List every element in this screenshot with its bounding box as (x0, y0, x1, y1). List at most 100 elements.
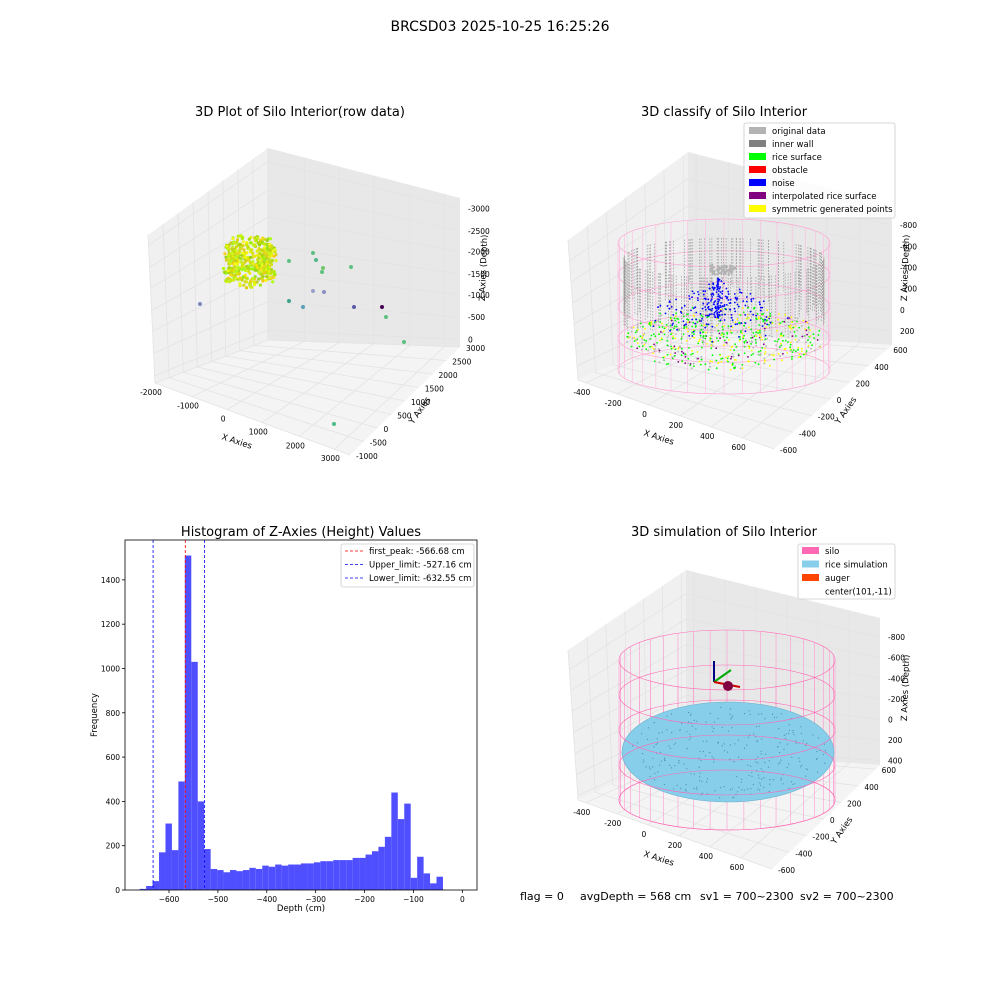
histogram-bar (171, 850, 179, 890)
classify-surface-point (818, 345, 821, 348)
simulation-rice-mesh-point (784, 738, 787, 740)
raw-3d-x-tick: 3000 (321, 454, 340, 463)
simulation-rice-mesh-point (772, 779, 774, 781)
classify-surface-point (692, 329, 695, 332)
classify-noise-point (691, 335, 694, 337)
histogram-bar (184, 555, 192, 890)
raw-3d-cluster-point (227, 266, 231, 270)
classify-noise-point (710, 298, 713, 301)
raw-3d-cluster-point (226, 259, 230, 263)
simulation-rice-mesh-point (661, 731, 663, 733)
simulation-rice-mesh-point (737, 756, 740, 758)
simulation-rice-mesh-point (719, 787, 722, 789)
classify-surface-point (720, 317, 723, 320)
simulation-rice-mesh-point (699, 776, 701, 778)
histogram-bar (365, 854, 372, 890)
histogram-x-tick: −500 (208, 895, 229, 904)
raw-3d-y-tick: 0 (384, 425, 389, 434)
raw-3d-z-gridline (148, 161, 461, 246)
classify-surface-point (667, 362, 670, 365)
status-line: flag = 0 avgDepth = 568 cm sv1 = 700~230… (520, 890, 894, 903)
classify-surface-point (794, 335, 797, 337)
simulation-rice-mesh-point (752, 783, 754, 786)
classify-surface-point (684, 355, 687, 358)
classify-noise-point (710, 309, 713, 312)
classify-original-point (719, 267, 722, 270)
classify-surface-point (633, 340, 636, 342)
simulation-rice-mesh-point (824, 749, 827, 752)
classify-surface-point (736, 331, 739, 333)
simulation-rice-mesh-point (824, 762, 826, 764)
classify-surface-point (788, 317, 791, 319)
classify-noise-point (716, 312, 718, 315)
raw-3d-y-tick: -1000 (356, 452, 378, 461)
simulation-rice-mesh-point (737, 739, 740, 741)
simulation-rice-mesh-point (746, 744, 748, 746)
raw-3d-cluster-point (273, 272, 277, 276)
panel-raw-3d: 3D Plot of Silo Interior(row data) -2000… (140, 105, 490, 463)
classify-surface-point (665, 324, 668, 326)
classify-surface-point (650, 323, 653, 325)
classify-surface-point (704, 337, 707, 340)
raw-3d-cluster-point (250, 285, 254, 289)
classify-noise-point (692, 330, 695, 333)
classify-legend-swatch (749, 127, 766, 134)
simulation-rice-mesh-point (783, 748, 785, 751)
raw-3d-outlier-point (301, 305, 305, 309)
simulation-rice-mesh-point (782, 783, 784, 785)
classify-surface-point (636, 326, 639, 329)
classify-noise-point (723, 282, 725, 285)
classify-noise-point (723, 319, 726, 321)
classify-noise-point (717, 282, 719, 285)
classify-surface-point (752, 332, 755, 334)
simulation-rice-mesh-point (805, 775, 807, 777)
classify-noise-point (711, 296, 714, 298)
classify-surface-point (690, 367, 693, 370)
classify-surface-point (727, 327, 730, 330)
classify-surface-point (757, 353, 760, 356)
classify-surface-point (765, 345, 767, 348)
classify-surface-point (798, 353, 801, 356)
classify-noise-point (718, 287, 721, 290)
raw-3d-outlier-point (287, 299, 291, 303)
classify-surface-point (790, 321, 793, 323)
classify-surface-point (766, 309, 769, 312)
simulation-rice-mesh-point (761, 738, 763, 740)
classify-surface-point (750, 337, 752, 339)
simulation-rice-mesh-point (763, 786, 765, 788)
classify-surface-point (801, 350, 803, 353)
classify-original-point (709, 270, 712, 273)
classify-noise-point (707, 306, 709, 309)
classify-noise-point (709, 308, 711, 311)
simulation-rice-mesh-point (696, 786, 698, 788)
classify-surface-point (741, 328, 744, 331)
classify-noise-point (710, 300, 712, 302)
classify-legend-swatch (749, 140, 766, 147)
classify-noise-point (744, 330, 747, 333)
classify-surface-point (769, 312, 772, 315)
simulation-rice-mesh-point (706, 740, 708, 742)
classify-legend-label: inner wall (772, 140, 813, 150)
histogram-bar (249, 867, 256, 890)
raw-3d-cluster-point (272, 270, 276, 274)
classify-surface-point (742, 311, 745, 314)
classify-surface-point (637, 342, 639, 344)
raw-3d-cluster-point (253, 243, 257, 247)
classify-surface-point (740, 330, 742, 332)
classify-original-point (716, 273, 719, 276)
simulation-rice-mesh-point (778, 752, 781, 754)
classify-noise-point (738, 288, 741, 291)
raw-3d-cluster-point (258, 283, 262, 287)
classify-noise-point (711, 307, 714, 310)
classify-surface-point (692, 333, 695, 335)
simulation-3d-z-tick: 0 (888, 715, 893, 724)
raw-3d-outlier-point (332, 422, 336, 426)
raw-3d-x-tick: 0 (221, 415, 226, 424)
classify-surface-point (759, 331, 761, 334)
classify-noise-point (711, 313, 713, 315)
classify-surface-point (766, 338, 769, 340)
classify-noise-point (745, 300, 748, 303)
classify-noise-point (744, 314, 747, 316)
simulation-rice-mesh-point (666, 715, 668, 717)
simulation-rice-mesh-point (736, 791, 739, 793)
